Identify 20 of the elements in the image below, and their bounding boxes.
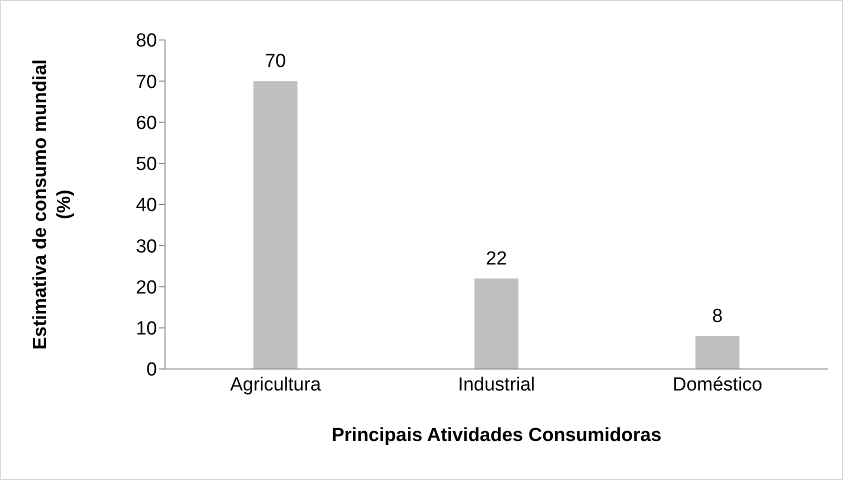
bar [695, 336, 740, 369]
y-tick-label: 30 [136, 236, 157, 258]
x-tick-label: Industrial [458, 374, 536, 396]
bar [474, 278, 518, 369]
bar [253, 81, 298, 369]
y-axis-title: Estimativa de consumo mundial (%) [30, 59, 75, 350]
data-label: 22 [486, 248, 507, 270]
y-tick-label: 70 [136, 72, 157, 93]
x-axis-title: Principais Atividades Consumidoras [332, 425, 662, 446]
y-tick-label: 60 [136, 112, 157, 134]
y-tick-label: 80 [136, 30, 157, 52]
y-tick-label: 50 [136, 154, 157, 176]
data-label: 8 [712, 306, 723, 328]
x-tick-label: Agricultura [230, 374, 322, 396]
y-tick-label: 0 [146, 360, 157, 381]
data-label: 70 [264, 51, 286, 72]
y-tick-label: 20 [136, 277, 157, 298]
y-tick-label: 10 [136, 318, 157, 340]
y-tick-label: 40 [136, 195, 157, 216]
x-tick-label: Doméstico [672, 374, 762, 396]
